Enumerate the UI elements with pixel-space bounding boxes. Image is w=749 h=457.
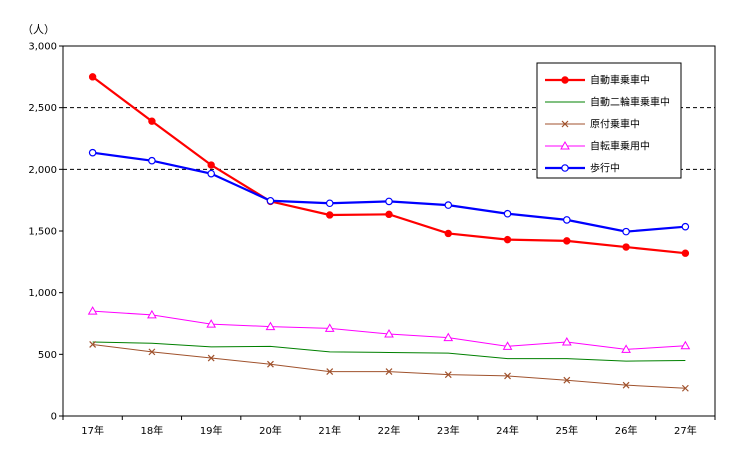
x-tick-label: 26年	[615, 424, 638, 437]
data-point	[324, 323, 335, 332]
data-point	[326, 211, 334, 219]
legend-marker	[561, 76, 569, 84]
x-tick-label: 25年	[555, 424, 578, 437]
series-line	[92, 341, 686, 362]
data-point	[444, 229, 452, 238]
legend-label: 歩行中	[590, 162, 620, 175]
legend-label: 自動車乗車中	[590, 74, 650, 87]
data-point	[385, 197, 393, 206]
series-3	[89, 341, 689, 392]
x-tick-label: 21年	[318, 424, 341, 437]
x-tick-label: 23年	[437, 424, 460, 437]
series-line	[92, 343, 686, 389]
data-point	[443, 332, 454, 342]
data-point	[325, 199, 334, 208]
legend-label: 自動二輪車乗車中	[590, 96, 670, 109]
series-4	[87, 306, 691, 353]
data-point	[266, 196, 275, 205]
data-point	[622, 227, 630, 236]
data-point	[502, 341, 513, 350]
data-point	[148, 348, 156, 356]
y-tick-label: 0	[51, 412, 57, 423]
data-point	[385, 210, 393, 219]
data-point	[88, 148, 97, 157]
y-tick-label: 2,500	[28, 103, 57, 114]
data-point	[207, 169, 215, 178]
data-point	[681, 384, 689, 392]
data-point	[561, 336, 572, 346]
legend-marker	[561, 120, 569, 128]
data-point	[87, 306, 98, 315]
data-point	[88, 73, 97, 81]
data-point	[621, 344, 631, 353]
data-point	[622, 381, 630, 389]
data-point	[267, 360, 274, 368]
y-unit-label: （人）	[22, 23, 55, 36]
y-tick-label: 1,500	[28, 227, 57, 238]
series-1	[88, 73, 690, 257]
data-point	[207, 161, 215, 169]
data-point	[563, 216, 571, 224]
data-point	[385, 368, 393, 376]
data-point	[326, 368, 334, 376]
x-tick-label: 19年	[200, 424, 223, 437]
data-point	[444, 201, 453, 209]
data-point	[265, 321, 276, 331]
x-tick-label: 24年	[496, 424, 519, 437]
series-5	[88, 148, 690, 236]
data-point	[681, 222, 690, 231]
y-tick-label: 1,000	[28, 288, 57, 299]
x-tick-label: 22年	[378, 424, 401, 437]
data-point	[563, 376, 571, 384]
y-tick-label: 2,000	[28, 165, 57, 176]
data-point	[148, 156, 156, 165]
data-point	[681, 249, 690, 257]
x-tick-label: 20年	[259, 424, 282, 437]
data-point	[680, 340, 691, 350]
data-point	[384, 328, 394, 338]
data-point	[148, 117, 156, 125]
data-point	[444, 371, 452, 379]
legend-marker	[560, 140, 570, 150]
y-tick-label: 500	[38, 350, 57, 361]
y-tick-label: 3,000	[28, 42, 57, 53]
legend-label: 自転車乗用中	[590, 140, 650, 153]
data-point	[504, 372, 511, 380]
x-tick-label: 17年	[81, 424, 104, 437]
data-point	[207, 354, 215, 362]
data-point	[147, 309, 157, 319]
data-point	[206, 319, 217, 328]
data-point	[89, 341, 97, 348]
data-point	[563, 237, 571, 245]
series-2	[92, 341, 686, 362]
legend-marker	[561, 164, 569, 172]
legend-box	[536, 62, 682, 179]
data-point	[503, 235, 512, 244]
x-tick-label: 18年	[141, 424, 164, 437]
x-tick-label: 27年	[674, 424, 697, 437]
legend-label: 原付乗車中	[590, 118, 640, 131]
data-point	[503, 209, 512, 218]
data-point	[622, 243, 630, 251]
